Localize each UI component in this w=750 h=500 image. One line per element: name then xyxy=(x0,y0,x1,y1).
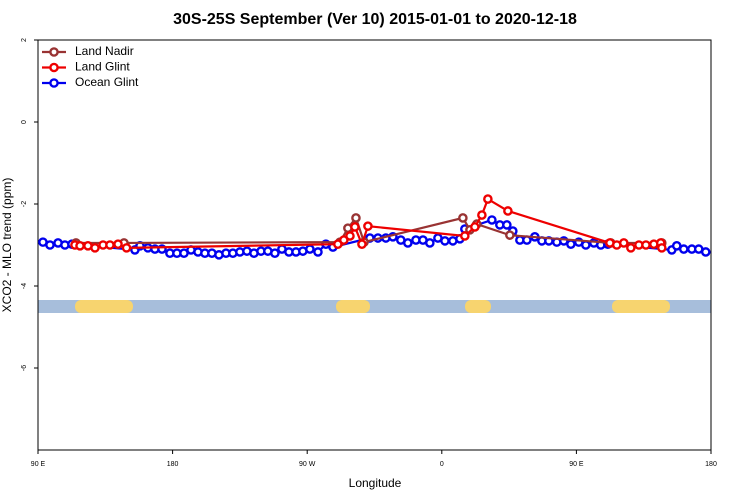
data-point xyxy=(678,244,689,254)
data-point xyxy=(460,231,470,241)
y-tick-label: -4 xyxy=(21,283,28,289)
y-tick-label: 0 xyxy=(21,120,28,124)
data-point xyxy=(503,206,513,216)
x-tick-label: 90 E xyxy=(31,461,46,468)
x-tick-label: 180 xyxy=(705,461,717,468)
legend-label: Land Glint xyxy=(75,60,130,74)
ocean-strip xyxy=(38,300,711,313)
data-point xyxy=(113,239,123,249)
legend-marker xyxy=(49,78,59,88)
data-point xyxy=(483,194,493,204)
x-tick-label: 90 W xyxy=(299,461,316,468)
y-tick-label: 2 xyxy=(21,38,28,42)
data-point xyxy=(626,243,636,253)
legend-label: Land Nadir xyxy=(75,44,134,58)
y-tick-label: -6 xyxy=(21,365,28,371)
y-tick-label: -2 xyxy=(21,201,28,207)
land-strip xyxy=(465,300,491,313)
x-tick-label: 90 E xyxy=(569,461,584,468)
data-point xyxy=(470,222,480,232)
legend-label: Ocean Glint xyxy=(75,75,139,89)
data-point xyxy=(458,213,468,223)
chart-title: 30S-25S September (Ver 10) 2015-01-01 to… xyxy=(173,11,577,28)
data-point xyxy=(505,230,515,240)
data-point xyxy=(45,240,55,250)
data-point xyxy=(351,213,361,223)
plot-frame xyxy=(37,39,712,451)
data-point xyxy=(477,210,487,220)
data-point xyxy=(339,235,349,245)
legend-marker xyxy=(49,62,59,73)
data-point xyxy=(357,239,367,249)
data-point xyxy=(656,243,667,253)
series xyxy=(70,194,667,253)
land-strip xyxy=(336,300,370,313)
data-point xyxy=(121,243,132,253)
data-point xyxy=(502,220,512,230)
data-point xyxy=(350,222,360,232)
surface-strip xyxy=(38,300,711,313)
x-tick-label: 0 xyxy=(440,461,444,468)
y-axis-title: XCO2 - MLO trend (ppm) xyxy=(0,178,14,313)
data-point xyxy=(619,238,629,248)
data-point xyxy=(90,243,100,253)
land-strip xyxy=(75,300,133,313)
data-point xyxy=(403,238,413,248)
data-point xyxy=(700,247,711,257)
land-strip xyxy=(612,300,670,313)
data-point xyxy=(305,244,315,254)
legend-marker xyxy=(49,47,59,57)
data-point xyxy=(425,238,435,248)
x-axis-title: Longitude xyxy=(349,476,402,490)
data-point xyxy=(581,240,591,250)
data-point xyxy=(487,215,497,225)
data-point xyxy=(270,248,280,258)
x-tick-label: 180 xyxy=(167,461,179,468)
data-point xyxy=(345,231,355,241)
data-point xyxy=(566,239,576,249)
data-point xyxy=(75,241,85,251)
data-point xyxy=(105,240,115,250)
data-point xyxy=(440,236,450,246)
data-point xyxy=(641,240,651,250)
data-point xyxy=(313,247,323,257)
data-point xyxy=(363,221,373,231)
series xyxy=(38,215,711,260)
